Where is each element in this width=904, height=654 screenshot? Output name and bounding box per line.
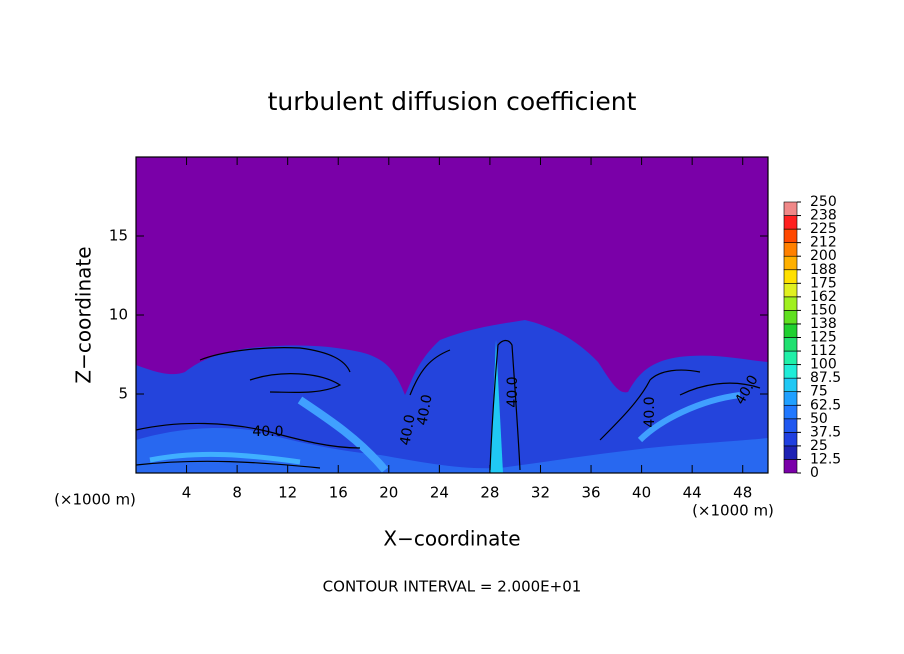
- x-tick-label: 16: [329, 484, 348, 502]
- colorbar-label: 37.5: [810, 424, 841, 440]
- colorbar-label: 12.5: [810, 451, 841, 467]
- colorbar-box: [783, 255, 798, 271]
- x-tick-label: 48: [733, 484, 752, 502]
- colorbar-box: [783, 350, 798, 365]
- y-tick-label: 15: [109, 227, 128, 245]
- contour-label: 40.0: [397, 413, 418, 446]
- x-tick-label: 24: [430, 484, 449, 502]
- colorbar-label: 50: [810, 411, 828, 427]
- x-tick-label: 12: [278, 484, 297, 502]
- colorbar-label: 112: [810, 343, 837, 359]
- x-tick-label: 32: [531, 484, 550, 502]
- colorbar-label: 25: [810, 438, 828, 454]
- colorbar-label: 150: [810, 302, 837, 318]
- contour-label: 40.0: [642, 396, 658, 427]
- y-tick-label: 5: [118, 385, 128, 403]
- colorbar-box: [783, 323, 798, 338]
- colorbar-box: [783, 364, 798, 379]
- x-unit-label: (×1000 m): [692, 502, 774, 520]
- field-streak: [490, 340, 503, 473]
- x-tick-label: 4: [182, 484, 192, 502]
- colorbar-box: [783, 296, 798, 311]
- colorbar-box: [783, 337, 798, 352]
- field-streak: [297, 396, 389, 473]
- colorbar-label: 188: [810, 262, 837, 278]
- colorbar-box: [783, 269, 798, 284]
- colorbar-label: 250: [810, 194, 837, 210]
- colorbar-box: [783, 391, 798, 406]
- footnote: CONTOUR INTERVAL = 2.000E+01: [323, 578, 582, 596]
- colorbar-box: [783, 418, 798, 433]
- colorbar-box: [783, 404, 798, 420]
- colorbar-box: [783, 215, 798, 230]
- colorbar-box: [783, 228, 798, 243]
- colorbar: 012.52537.55062.57587.510011212513815016…: [783, 194, 841, 481]
- colorbar-label: 212: [810, 235, 837, 251]
- y-tick-label: 10: [109, 306, 128, 324]
- chart-title: turbulent diffusion coefficient: [268, 87, 637, 116]
- colorbar-box: [783, 242, 798, 257]
- colorbar-label: 87.5: [810, 370, 841, 386]
- colorbar-label: 238: [810, 208, 837, 224]
- colorbar-label: 62.5: [810, 397, 841, 413]
- x-axis-label: X−coordinate: [383, 527, 520, 551]
- colorbar-label: 138: [810, 316, 837, 332]
- colorbar-box: [783, 432, 798, 447]
- colorbar-label: 175: [810, 275, 837, 291]
- colorbar-box: [783, 377, 798, 392]
- colorbar-label: 162: [810, 289, 837, 305]
- x-tick-label: 8: [232, 484, 242, 502]
- contour-lines: [135, 339, 761, 471]
- field-streak: [637, 392, 741, 443]
- colorbar-label: 100: [810, 357, 837, 373]
- colorbar-box: [783, 445, 798, 460]
- contour-label: 40.0: [252, 424, 283, 440]
- x-unit-label: (×1000 m): [54, 491, 136, 509]
- x-tick-label: 40: [632, 484, 651, 502]
- y-axis-label: Z−coordinate: [72, 246, 96, 383]
- colorbar-box: [783, 310, 798, 325]
- contour-label: 40.0: [414, 393, 435, 426]
- x-tick-label: 36: [581, 484, 600, 502]
- x-tick-label: 28: [480, 484, 499, 502]
- field-streak: [149, 451, 301, 465]
- colorbar-label: 200: [810, 248, 837, 264]
- contour-label: 40.0: [505, 376, 521, 407]
- colorbar-label: 75: [810, 384, 828, 400]
- colorbar-box: [783, 201, 798, 216]
- field: [135, 157, 768, 473]
- colorbar-label: 225: [810, 221, 837, 237]
- colorbar-label: 0: [810, 465, 819, 481]
- colorbar-box: [783, 282, 798, 298]
- field-region: [136, 320, 768, 473]
- x-tick-label: 44: [683, 484, 702, 502]
- colorbar-box: [783, 459, 798, 474]
- x-tick-label: 20: [379, 484, 398, 502]
- colorbar-label: 125: [810, 330, 837, 346]
